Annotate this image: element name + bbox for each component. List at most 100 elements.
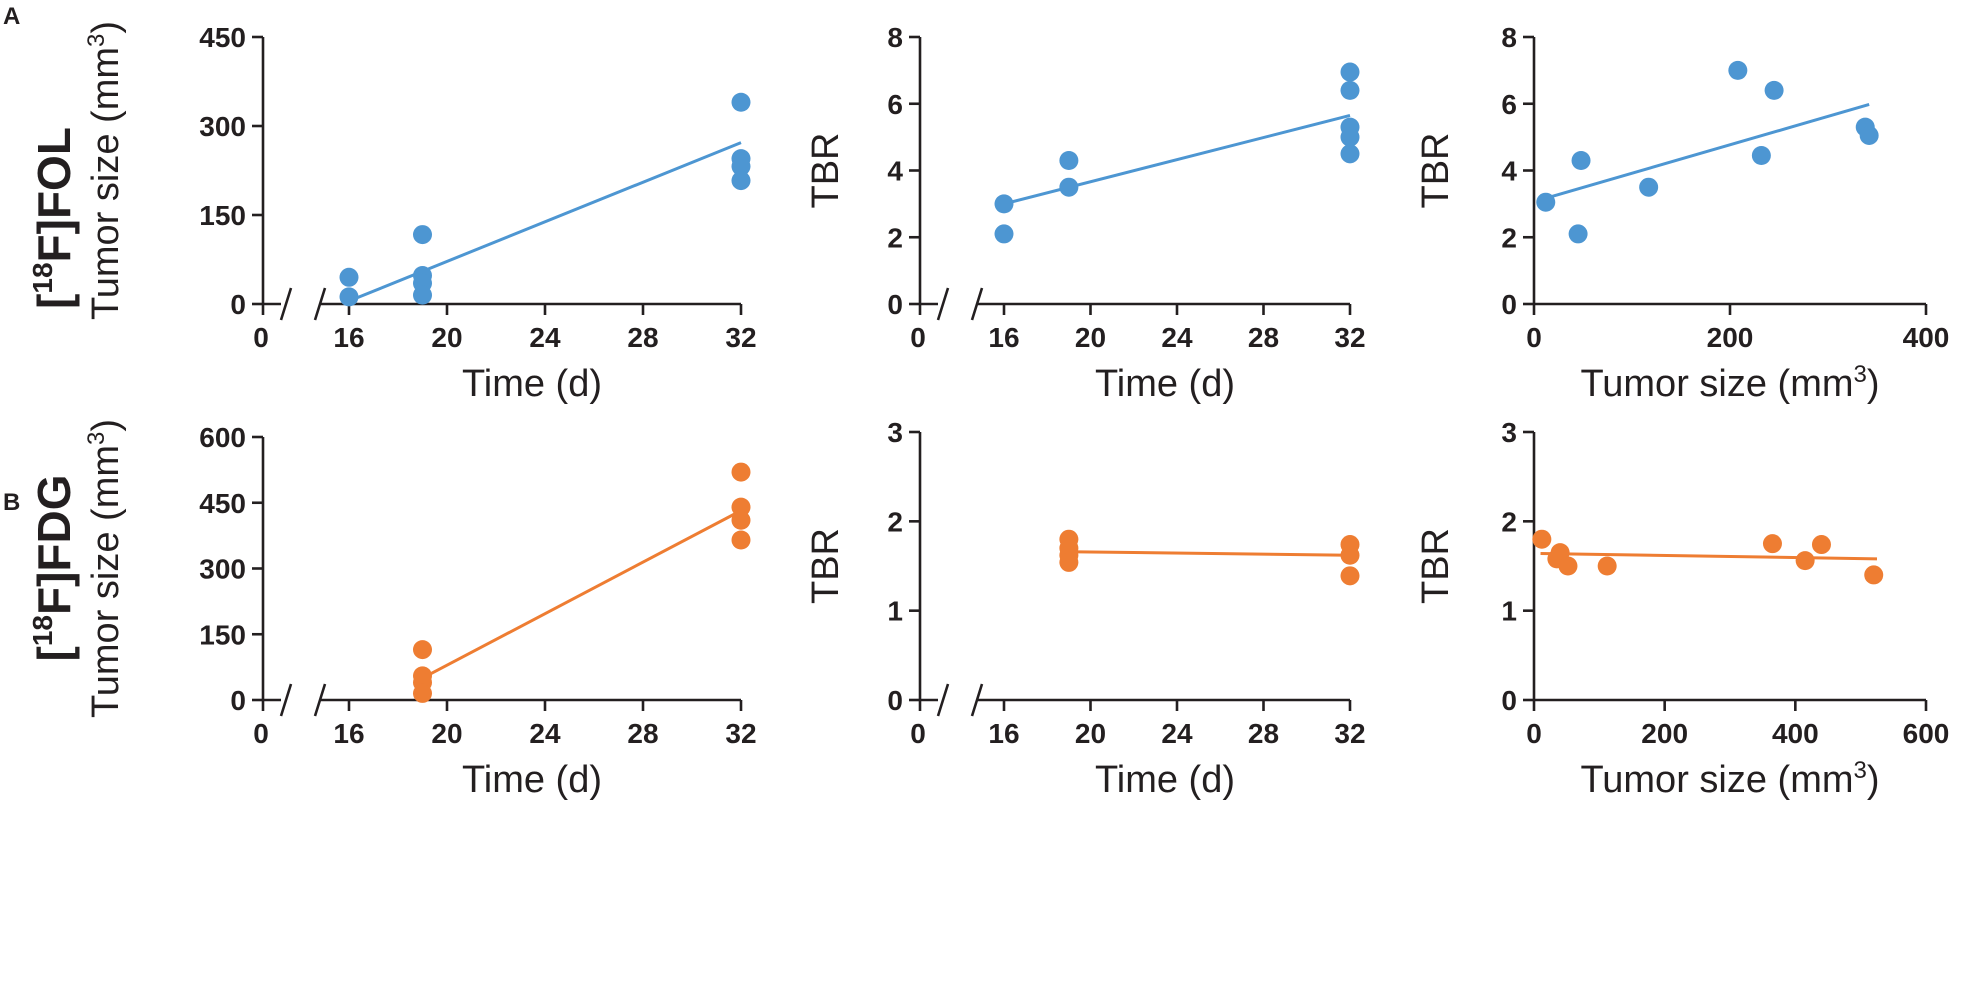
x-axis-label-text: Tumor size (mm — [1580, 363, 1853, 405]
data-point — [1340, 566, 1360, 586]
y-axis-label-text: Tumor size (mm — [85, 47, 127, 320]
y-tick-label: 300 — [199, 554, 246, 585]
data-point — [1597, 556, 1617, 576]
data-point — [413, 225, 432, 245]
data-point — [1536, 192, 1556, 212]
axis-break-mark — [279, 287, 293, 321]
data-point — [413, 683, 432, 703]
trend-line — [1068, 550, 1351, 557]
x-tick-label: 28 — [1248, 322, 1279, 353]
y-tick-label: 150 — [199, 200, 246, 231]
data-point — [1795, 551, 1815, 571]
x-tick-label: 20 — [431, 322, 462, 353]
x-tick-label: 32 — [1334, 718, 1365, 749]
x-axis-label: Tumor size (mm3) — [1580, 757, 1879, 801]
y-tick-label: 300 — [199, 111, 246, 142]
x-axis-label: Time (d) — [1095, 363, 1235, 405]
y-tick-label: 0 — [230, 685, 246, 716]
y-axis-label: Tumor size (mm3) — [83, 419, 127, 718]
x-tick-label: 600 — [1903, 718, 1950, 749]
data-point — [1340, 62, 1360, 82]
data-point — [413, 285, 432, 305]
y-tick-label: 0 — [1501, 685, 1517, 716]
data-point — [1859, 125, 1879, 145]
x-axis-label-end: ) — [1867, 759, 1880, 801]
x-tick-label: 28 — [627, 322, 658, 353]
y-tick-label: 3 — [1501, 417, 1517, 448]
x-tick-label: 24 — [1161, 718, 1193, 749]
data-point — [731, 497, 751, 517]
x-tick-label: 400 — [1772, 718, 1819, 749]
y-axis-label: TBR — [1415, 528, 1457, 604]
row-label-fdg-prefix: [ — [28, 646, 80, 661]
y-tick-label: 2 — [887, 222, 903, 253]
y-axis-label-sup: 3 — [83, 34, 110, 47]
y-axis-label-end: ) — [85, 419, 127, 432]
row-label-fdg: [18F]FDG — [27, 475, 80, 662]
data-point — [1864, 565, 1884, 585]
row-label-fdg-sup: 18 — [27, 615, 58, 646]
panel-letter-b: B — [3, 489, 20, 516]
y-axis-label: TBR — [1415, 133, 1457, 209]
row-label-fdg-suffix: F]FDG — [28, 475, 80, 616]
data-point — [1568, 224, 1588, 244]
x-axis-label: Tumor size (mm3) — [1580, 361, 1879, 405]
x-axis-label: Time (d) — [1095, 759, 1235, 801]
row-label-fol: [18F]FOL — [27, 127, 80, 309]
x-tick-label: 28 — [627, 718, 658, 749]
y-tick-label: 2 — [1501, 222, 1517, 253]
data-point — [1811, 535, 1831, 555]
data-point — [731, 462, 751, 482]
data-point — [1728, 60, 1748, 80]
data-point — [339, 287, 359, 307]
data-point — [731, 510, 751, 530]
data-point — [731, 92, 751, 112]
data-point — [1340, 80, 1360, 100]
y-axis-label: Tumor size (mm3) — [83, 21, 127, 320]
trend-line — [1543, 102, 1870, 201]
chart-a3: 0 2 4 6 8 0 200 400 Tumor size (mm3) TBR — [1415, 22, 1949, 405]
y-tick-label: 0 — [230, 289, 246, 320]
y-tick-label: 1 — [887, 596, 903, 627]
y-tick-label: 2 — [1501, 506, 1517, 537]
x-tick-label: 0 — [1526, 322, 1542, 353]
trend-line — [348, 141, 742, 303]
trend-line — [1003, 113, 1351, 206]
x-tick-label: 0 — [910, 322, 926, 353]
y-tick-label: 3 — [887, 417, 903, 448]
data-point — [1558, 556, 1578, 576]
x-tick-label: 24 — [1161, 322, 1193, 353]
data-point — [994, 224, 1014, 244]
x-tick-label: 20 — [1075, 322, 1106, 353]
y-axis-label: TBR — [805, 528, 847, 604]
x-tick-label: 16 — [333, 322, 364, 353]
data-point — [1764, 80, 1784, 100]
x-tick-label: 32 — [1334, 322, 1365, 353]
x-axis-label-sup: 3 — [1854, 361, 1867, 388]
y-axis-label-sup: 3 — [83, 432, 110, 445]
x-tick-label: 200 — [1641, 718, 1688, 749]
chart-b1: 0 150 300 450 600 0 16 20 24 28 32 Time (d) Tumor si… — [83, 419, 757, 801]
y-tick-label: 0 — [887, 289, 903, 320]
data-point — [1340, 127, 1360, 147]
y-tick-label: 2 — [887, 506, 903, 537]
data-point — [1340, 545, 1360, 565]
row-label-fol-suffix: F]FOL — [28, 127, 80, 262]
x-axis-label: Time (d) — [462, 759, 602, 801]
y-axis-label: TBR — [805, 133, 847, 209]
row-label-fol-prefix: [ — [28, 294, 80, 309]
y-tick-label: 1 — [1501, 596, 1517, 627]
axis-break-mark — [970, 287, 984, 321]
x-tick-label: 32 — [725, 322, 756, 353]
x-tick-label: 24 — [529, 718, 561, 749]
axis-break-mark — [970, 683, 984, 717]
data-point — [1059, 552, 1079, 572]
y-tick-label: 450 — [199, 488, 246, 519]
axis-break-mark — [313, 683, 327, 717]
axis-break-mark — [279, 683, 293, 717]
y-tick-label: 450 — [199, 22, 246, 53]
x-axis-label-end: ) — [1867, 363, 1880, 405]
panel-letter-a: A — [3, 3, 20, 30]
chart-b2: 0 1 2 3 0 16 20 24 28 32 Time (d) TBR — [805, 417, 1366, 801]
